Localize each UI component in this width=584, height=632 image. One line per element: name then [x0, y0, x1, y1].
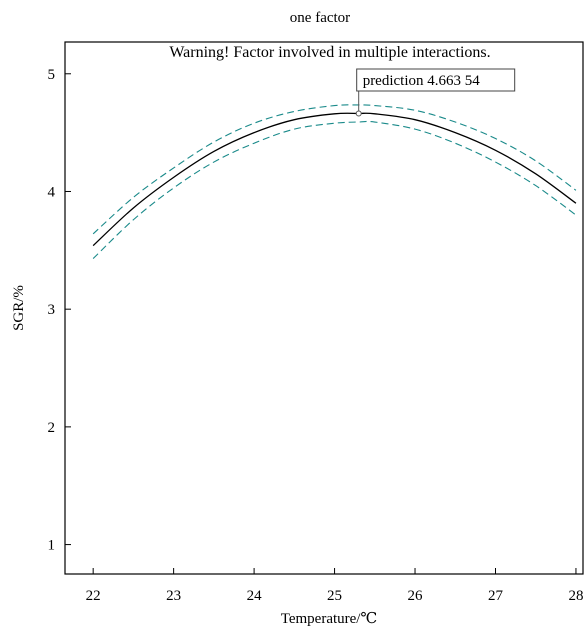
prediction-line [92, 112, 577, 247]
upper-ci-line [92, 104, 577, 235]
x-axis-ticks: 22 23 24 25 26 27 28 [86, 568, 583, 604]
prediction-marker [355, 110, 362, 117]
y-tick-label-3: 4 [48, 184, 56, 200]
x-tick-label-4: 26 [408, 588, 424, 604]
warning-text: Warning! Factor involved in multiple int… [169, 44, 490, 61]
y-axis-ticks: 1 2 3 4 5 [48, 67, 71, 554]
lower-ci-line [92, 120, 577, 259]
y-tick-label-4: 5 [48, 67, 56, 83]
x-tick-label-0: 22 [86, 588, 101, 604]
x-tick-label-6: 28 [568, 588, 583, 604]
y-tick-label-0: 1 [48, 538, 56, 554]
y-tick-label-2: 3 [48, 302, 56, 318]
series-layer [92, 104, 577, 259]
plot-frame [64, 41, 584, 575]
x-tick-label-5: 27 [488, 588, 504, 604]
x-tick-label-1: 23 [166, 588, 181, 604]
prediction-label-box [356, 68, 516, 92]
y-axis-label: SGR/% [11, 285, 27, 331]
prediction-annotation: prediction 4.663 54 [355, 68, 516, 117]
y-tick-label-1: 2 [48, 420, 56, 436]
x-tick-label-3: 25 [327, 588, 342, 604]
chart-title: one factor [290, 10, 350, 26]
prediction-label: prediction 4.663 54 [363, 73, 481, 89]
x-tick-label-2: 24 [247, 588, 263, 604]
x-axis-label: Temperature/℃ [281, 611, 378, 627]
